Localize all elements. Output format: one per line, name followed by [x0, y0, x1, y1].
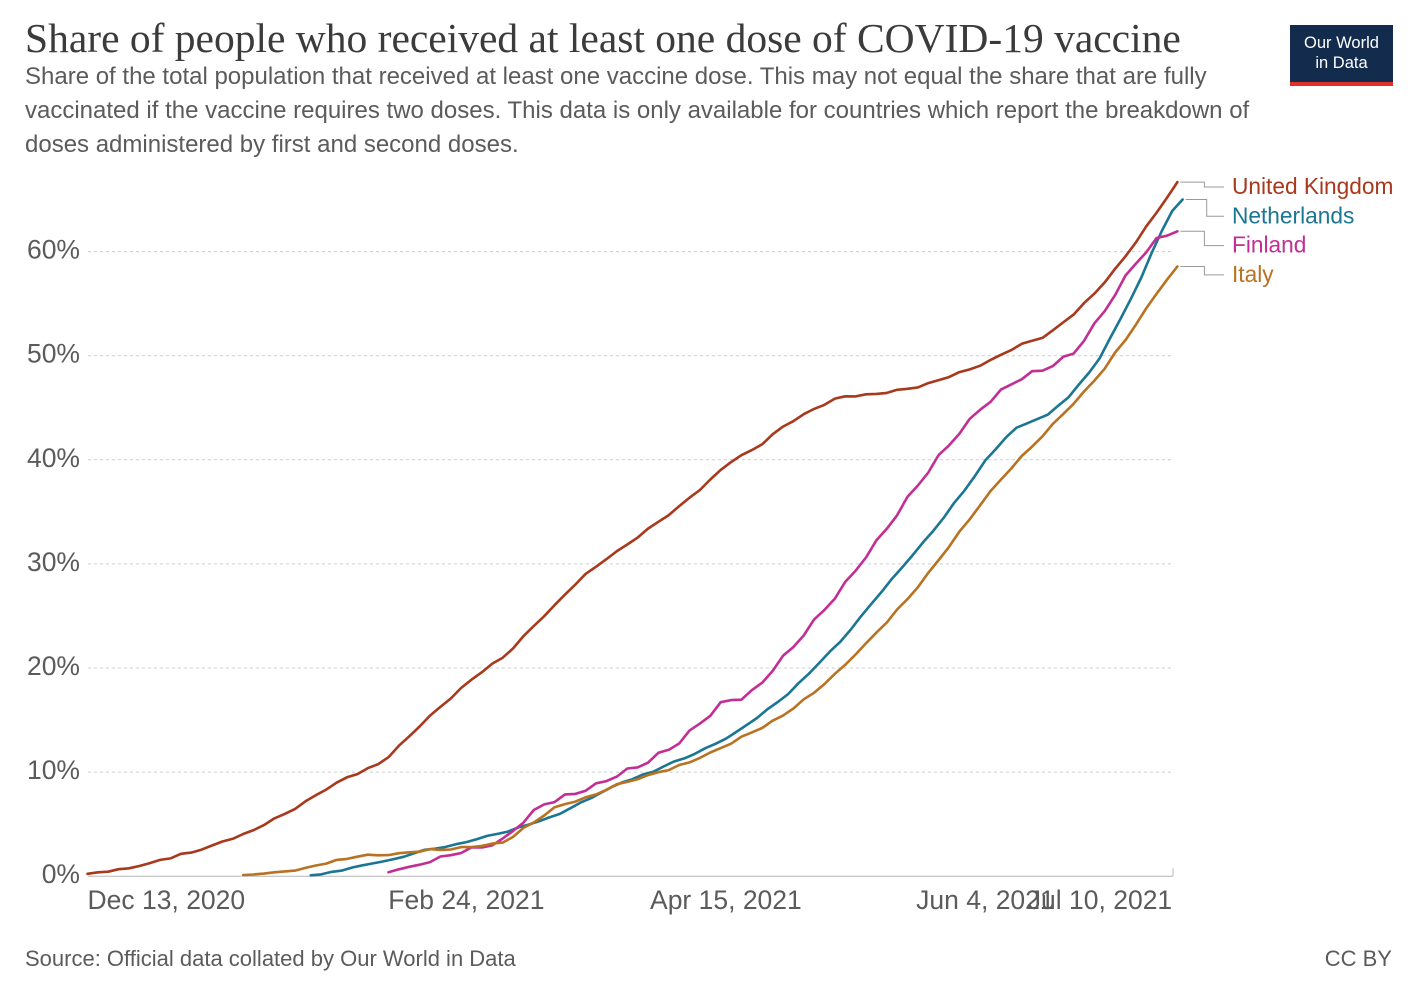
- svg-text:Feb 24, 2021: Feb 24, 2021: [388, 885, 544, 915]
- svg-text:Italy: Italy: [1232, 261, 1274, 287]
- svg-text:50%: 50%: [27, 339, 80, 369]
- svg-text:40%: 40%: [27, 443, 80, 473]
- svg-text:United Kingdom: United Kingdom: [1232, 173, 1393, 199]
- svg-text:20%: 20%: [27, 651, 80, 681]
- svg-text:Apr 15, 2021: Apr 15, 2021: [650, 885, 802, 915]
- svg-text:10%: 10%: [27, 755, 80, 785]
- svg-text:0%: 0%: [42, 859, 80, 889]
- svg-text:30%: 30%: [27, 547, 80, 577]
- svg-text:Dec 13, 2020: Dec 13, 2020: [88, 885, 246, 915]
- svg-text:Netherlands: Netherlands: [1232, 202, 1354, 228]
- svg-text:60%: 60%: [27, 235, 80, 265]
- svg-text:Finland: Finland: [1232, 232, 1306, 258]
- svg-text:Jul 10, 2021: Jul 10, 2021: [1028, 885, 1172, 915]
